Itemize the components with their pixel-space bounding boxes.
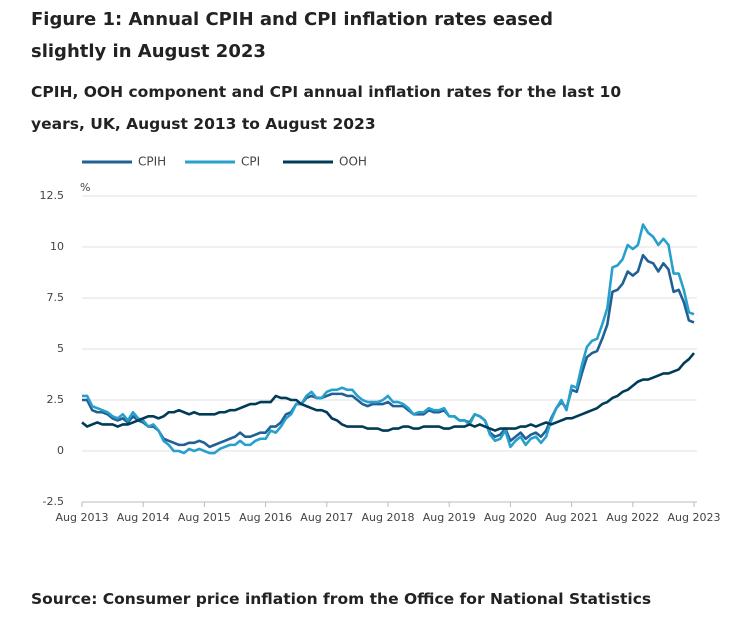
legend-label: OOH bbox=[339, 155, 367, 169]
figure-title: Figure 1: Annual CPIH and CPI inflation … bbox=[31, 9, 554, 62]
y-tick-label: -2.5 bbox=[43, 495, 64, 508]
x-tick-label: Aug 2022 bbox=[606, 511, 659, 524]
x-tick-label: Aug 2017 bbox=[300, 511, 353, 524]
x-tick-label: Aug 2015 bbox=[178, 511, 231, 524]
figure-subtitle: CPIH, OOH component and CPI annual infla… bbox=[31, 83, 622, 133]
legend-label: CPIH bbox=[138, 155, 166, 169]
x-tick-label: Aug 2019 bbox=[423, 511, 476, 524]
x-tick-label: Aug 2014 bbox=[117, 511, 170, 524]
series-line bbox=[82, 223, 695, 455]
y-axis-label: % bbox=[80, 181, 90, 194]
y-tick-label: 2.5 bbox=[47, 393, 65, 406]
x-tick-label: Aug 2013 bbox=[56, 511, 109, 524]
y-tick-label: 5 bbox=[57, 342, 64, 355]
legend-label: CPI bbox=[241, 155, 260, 169]
y-tick-label: 12.5 bbox=[40, 189, 65, 202]
y-tick-label: 0 bbox=[57, 444, 64, 457]
x-tick-label: Aug 2023 bbox=[668, 511, 721, 524]
source-note: Source: Consumer price inflation from th… bbox=[31, 590, 652, 608]
series-line bbox=[82, 253, 695, 449]
y-tick-label: 10 bbox=[50, 240, 64, 253]
x-tick-label: Aug 2021 bbox=[545, 511, 598, 524]
x-tick-label: Aug 2018 bbox=[362, 511, 415, 524]
x-tick-label: Aug 2020 bbox=[484, 511, 537, 524]
y-tick-label: 7.5 bbox=[47, 291, 65, 304]
series-line bbox=[81, 352, 695, 432]
x-tick-label: Aug 2016 bbox=[239, 511, 292, 524]
